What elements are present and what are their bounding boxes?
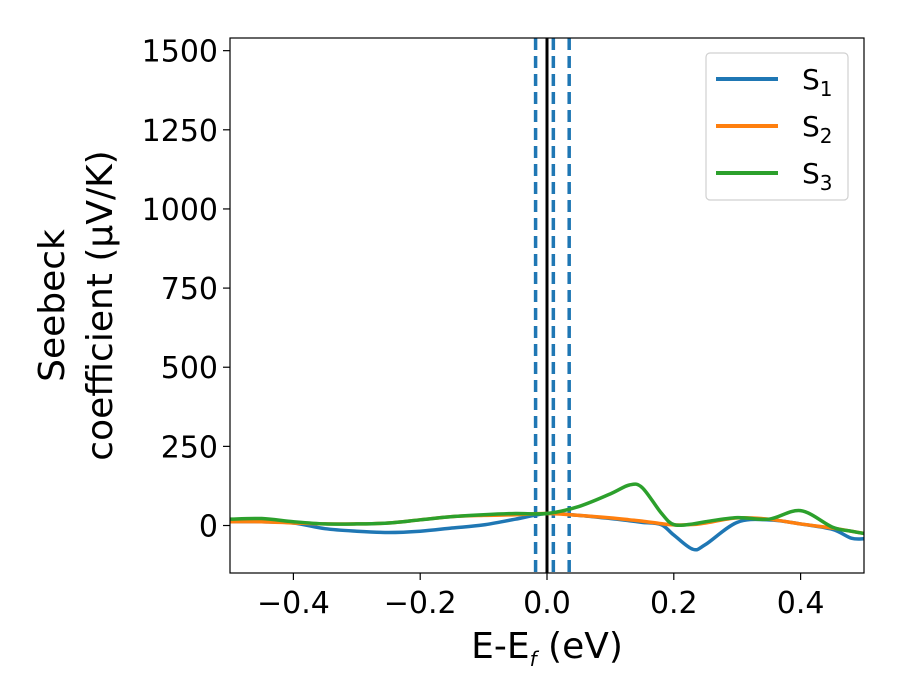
series-line-s3 — [230, 482, 864, 536]
y-tick-label: 500 — [161, 351, 218, 386]
y-tick-label: 1500 — [142, 35, 218, 70]
y-tick-label: 1250 — [142, 114, 218, 149]
y-tick-label: 250 — [161, 430, 218, 465]
x-tick-label: 0.4 — [777, 586, 825, 621]
y-axis-ticks: 0 250 500 750 1000 1250 1500 — [142, 35, 230, 545]
y-tick-label: 0 — [199, 510, 218, 545]
legend-label-s1: S1 — [802, 63, 833, 101]
y-axis-label: Seebeck coefficient (μV/K) — [32, 150, 121, 460]
x-tick-label: −0.2 — [384, 586, 457, 621]
legend-label-s2: S2 — [802, 110, 833, 148]
series-lines — [230, 482, 864, 552]
fermi-lines — [533, 38, 571, 573]
x-tick-label: −0.4 — [257, 586, 330, 621]
y-tick-label: 750 — [161, 272, 218, 307]
x-axis-label: E-Ef (eV) — [471, 626, 623, 671]
x-tick-label: 0.0 — [523, 586, 571, 621]
legend: S1 S2 S3 — [705, 52, 849, 201]
x-axis-ticks: −0.4 −0.2 0.0 0.2 0.4 — [257, 573, 824, 621]
y-axis-label-line1: Seebeck — [32, 229, 73, 382]
legend-label-s3: S3 — [802, 157, 833, 195]
y-tick-label: 1000 — [142, 193, 218, 228]
y-axis-label-line2: coefficient (μV/K) — [80, 150, 121, 460]
x-tick-label: 0.2 — [650, 586, 698, 621]
